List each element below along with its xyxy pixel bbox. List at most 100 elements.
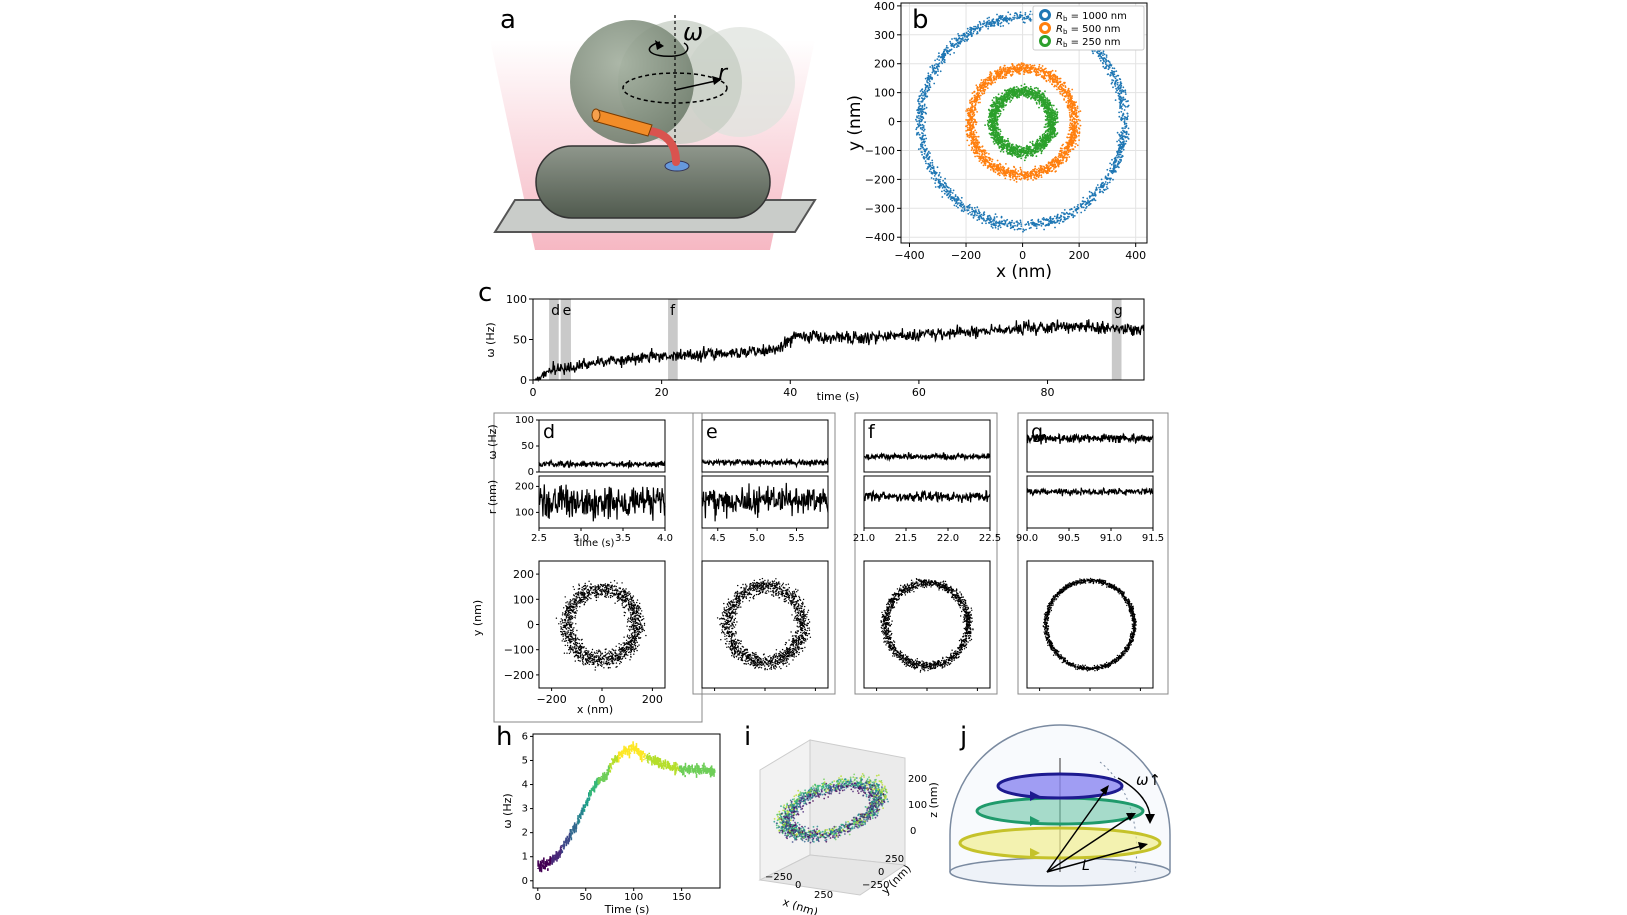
b-point [1108, 181, 1111, 184]
b-point [939, 176, 942, 179]
b-point [1046, 101, 1049, 103]
b-point [969, 99, 971, 102]
b-point [1105, 188, 1107, 191]
b-point [973, 118, 975, 121]
b-point [979, 94, 982, 97]
b-point [1080, 211, 1083, 214]
b-point [1043, 218, 1046, 221]
b-point [1069, 98, 1072, 101]
b-point [928, 170, 931, 173]
b-point [1114, 169, 1116, 172]
b-point [1044, 126, 1047, 128]
b-point [1099, 188, 1101, 191]
b-point [958, 202, 960, 204]
b-point [1016, 17, 1018, 19]
b-point [1069, 208, 1071, 211]
b-point [1070, 136, 1073, 139]
b-point [1079, 124, 1082, 127]
b-point [1072, 117, 1075, 120]
b-point [998, 16, 1001, 19]
b-point [915, 128, 918, 131]
b-point [981, 89, 983, 92]
b-point [971, 116, 974, 119]
b-point [967, 134, 969, 137]
b-point [1049, 137, 1051, 140]
b-point [965, 125, 968, 128]
b-point [976, 206, 979, 209]
b-point [1119, 158, 1121, 161]
b-point [1034, 68, 1037, 71]
b-point [918, 133, 921, 136]
b-point [1033, 176, 1036, 179]
b-point [1061, 211, 1063, 214]
b-point [1068, 114, 1071, 116]
b-point [1054, 121, 1057, 124]
b-point [1039, 165, 1042, 167]
b-point [1046, 115, 1049, 118]
b-point [980, 162, 983, 164]
b-point [981, 222, 984, 225]
b-point [941, 53, 943, 56]
b-point [933, 82, 936, 85]
b-point [978, 20, 981, 23]
b-point [1118, 96, 1121, 98]
b-point [1059, 159, 1062, 162]
b-point [956, 203, 959, 205]
b-point [953, 52, 955, 54]
b-point [1063, 209, 1066, 211]
b-point [1126, 105, 1129, 108]
b-point [1038, 167, 1040, 170]
b-point [1020, 170, 1023, 173]
b-point [960, 205, 963, 208]
b-point [918, 117, 920, 120]
b-point [1119, 104, 1122, 107]
b-point [1067, 92, 1069, 94]
b-point [1016, 66, 1018, 68]
b-point [939, 184, 941, 187]
b-point [1072, 148, 1075, 151]
b-point [973, 109, 976, 111]
b-point [993, 79, 995, 82]
b-point [1060, 161, 1063, 164]
b-point [978, 157, 980, 160]
b-point [1055, 85, 1058, 88]
b-point [919, 137, 922, 140]
b-point [970, 121, 973, 124]
b-point [1058, 162, 1061, 165]
b-point [1071, 95, 1073, 97]
b-point [1017, 170, 1020, 172]
b-point [1003, 64, 1006, 67]
b-point [1038, 103, 1041, 105]
b-point [1102, 191, 1105, 194]
b-point [945, 48, 947, 51]
b-point [1068, 143, 1071, 145]
b-point [999, 150, 1002, 153]
b-point [1023, 152, 1025, 155]
b-point [1079, 119, 1081, 122]
b-point [987, 23, 990, 25]
b-point [1117, 155, 1120, 158]
b-point [1067, 151, 1070, 154]
b-point [937, 70, 939, 72]
b-point [1041, 76, 1044, 79]
b-point [1109, 74, 1112, 76]
b-point [1055, 80, 1058, 82]
b-point [965, 119, 968, 121]
b-point [1071, 107, 1074, 109]
b-point [983, 150, 986, 152]
b-point [938, 59, 941, 61]
b-point [1057, 82, 1059, 85]
b-point [1123, 104, 1126, 107]
b-point [916, 116, 918, 119]
b-point [1085, 207, 1087, 210]
b-point [1008, 72, 1010, 75]
panel-a-schematic: ω r a [490, 5, 817, 250]
b-point [922, 134, 925, 137]
b-point [968, 109, 971, 111]
b-point [1107, 173, 1110, 175]
b-point [944, 177, 946, 180]
b-point [979, 85, 981, 87]
b-point [1044, 67, 1047, 70]
b-point [1053, 215, 1056, 218]
b-point [992, 222, 995, 225]
